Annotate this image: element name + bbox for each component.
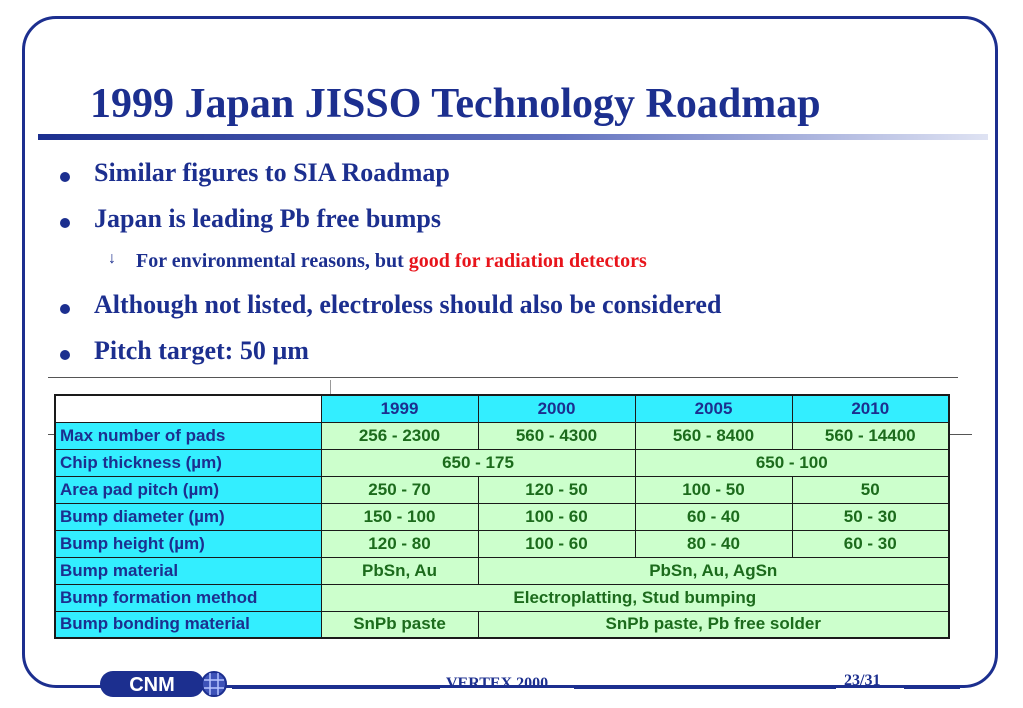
footer-line-right	[904, 686, 960, 689]
page-number: 23/31	[844, 672, 881, 689]
table-cell: PbSn, Au	[320, 556, 479, 585]
table-cell: 80 - 40	[634, 529, 793, 558]
table-cell: 150 - 100	[320, 502, 479, 531]
table-cell: 120 - 80	[320, 529, 479, 558]
table-cell: 250 - 70	[320, 475, 479, 504]
table-cell: 100 - 50	[634, 475, 793, 504]
bullet-dot-icon	[60, 350, 70, 360]
bullet-text: Japan is leading Pb free bumps	[94, 204, 441, 233]
row-label: Max number of pads	[54, 421, 322, 450]
bullet-dot-icon	[60, 172, 70, 182]
table-row: Bump material PbSn, Au PbSn, Au, AgSn	[54, 556, 950, 585]
table-cell: 256 - 2300	[320, 421, 479, 450]
table-cell: 650 - 100	[634, 448, 950, 477]
table-row: Area pad pitch (µm) 250 - 70 120 - 50 10…	[54, 475, 950, 504]
sub-bullet-text: For environmental reasons, but good for …	[136, 250, 647, 273]
row-label: Chip thickness (µm)	[54, 448, 322, 477]
table-row: Chip thickness (µm) 650 - 175 650 - 100	[54, 448, 950, 477]
table-row: Max number of pads 256 - 2300 560 - 4300…	[54, 421, 950, 450]
sub-bullet-highlight: good for radiation detectors	[408, 250, 647, 272]
footer-title: VERTEX 2000	[446, 675, 549, 692]
row-label: Bump material	[54, 556, 322, 585]
table-cell: Electroplatting, Stud bumping	[320, 583, 950, 612]
year-header: 2010	[791, 394, 950, 423]
table-cell: 50	[791, 475, 950, 504]
roadmap-table: 1999 2000 2005 2010 Max number of pads 2…	[54, 394, 950, 639]
table-row: Bump height (µm) 120 - 80 100 - 60 80 - …	[54, 529, 950, 558]
footer-line-left	[232, 686, 440, 689]
table-corner-cell	[55, 395, 321, 422]
bullet-text: Pitch target: 50 µm	[94, 336, 309, 365]
year-header: 1999	[320, 394, 479, 423]
divider-line	[48, 377, 958, 378]
table-header-row: 1999 2000 2005 2010	[55, 394, 950, 423]
year-header: 2000	[477, 394, 636, 423]
row-label: Area pad pitch (µm)	[54, 475, 322, 504]
table-row: Bump formation method Electroplatting, S…	[54, 583, 950, 612]
logo-text: CNM	[129, 674, 175, 696]
table-cell: 650 - 175	[320, 448, 636, 477]
table-cell: 560 - 8400	[634, 421, 793, 450]
bullet-text: Similar figures to SIA Roadmap	[94, 158, 450, 187]
row-label: Bump diameter (µm)	[54, 502, 322, 531]
table-cell: SnPb paste, Pb free solder	[477, 610, 950, 639]
table-cell: 560 - 4300	[477, 421, 636, 450]
footer-line-mid	[574, 686, 836, 689]
table-cell: 60 - 40	[634, 502, 793, 531]
table-row: Bump bonding material SnPb paste SnPb pa…	[54, 610, 950, 639]
year-header: 2005	[634, 394, 793, 423]
bullet-dot-icon	[60, 304, 70, 314]
bullet-text: Although not listed, electroless should …	[94, 290, 722, 319]
arrow-down-icon: ↓	[108, 250, 116, 267]
table-cell: 560 - 14400	[791, 421, 950, 450]
row-label: Bump bonding material	[54, 610, 322, 639]
table-cell: 100 - 60	[477, 529, 636, 558]
title-underline	[38, 134, 988, 140]
table-cell: SnPb paste	[320, 610, 479, 639]
cnm-logo: CNM	[100, 671, 227, 697]
table-cell: 50 - 30	[791, 502, 950, 531]
slide-frame	[22, 16, 998, 688]
table-row: Bump diameter (µm) 150 - 100 100 - 60 60…	[54, 502, 950, 531]
slide-title: 1999 Japan JISSO Technology Roadmap	[90, 81, 821, 127]
table-cell: 120 - 50	[477, 475, 636, 504]
table-cell: PbSn, Au, AgSn	[477, 556, 950, 585]
table-cell: 60 - 30	[791, 529, 950, 558]
bullet-dot-icon	[60, 218, 70, 228]
row-label: Bump formation method	[54, 583, 322, 612]
row-label: Bump height (µm)	[54, 529, 322, 558]
sub-bullet-prefix: For environmental reasons, but	[136, 250, 409, 272]
table-cell: 100 - 60	[477, 502, 636, 531]
